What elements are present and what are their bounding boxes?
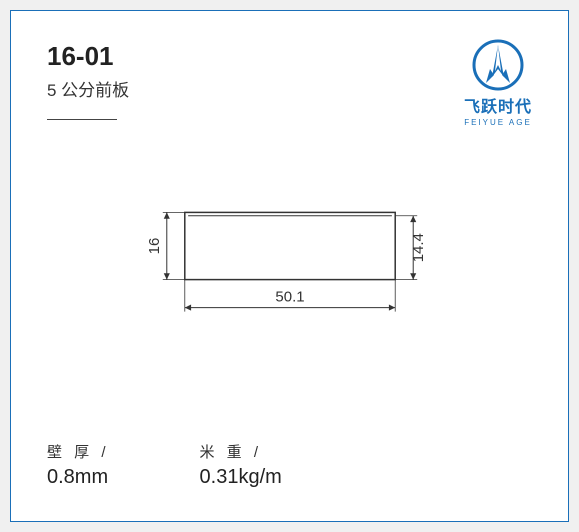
svg-text:50.1: 50.1 xyxy=(275,289,304,306)
title-rule xyxy=(47,119,117,120)
technical-drawing: 16 14.4 50.1 xyxy=(11,166,568,386)
spec-weight: 米 重 / 0.31kg/m xyxy=(200,441,282,489)
svg-text:14.4: 14.4 xyxy=(410,233,427,262)
product-code: 16-01 xyxy=(47,41,532,72)
rocket-icon xyxy=(472,39,524,91)
spec-card: 16-01 5 公分前板 飞跃时代 FEIYUE AGE 1614.450.1 … xyxy=(10,10,569,522)
header: 16-01 5 公分前板 xyxy=(47,41,532,120)
spec-label: 米 重 / xyxy=(200,441,282,462)
spec-label: 壁 厚 / xyxy=(47,441,110,462)
brand-logo: 飞跃时代 FEIYUE AGE xyxy=(464,39,532,127)
spec-value: 0.31kg/m xyxy=(200,466,282,489)
product-name: 5 公分前板 xyxy=(47,76,532,101)
brand-name-cn: 飞跃时代 xyxy=(464,93,532,117)
spec-value: 0.8mm xyxy=(47,466,110,489)
spec-wall-thickness: 壁 厚 / 0.8mm xyxy=(47,441,110,489)
spec-row: 壁 厚 / 0.8mm 米 重 / 0.31kg/m xyxy=(47,441,282,489)
brand-name-en: FEIYUE AGE xyxy=(464,118,532,127)
svg-text:16: 16 xyxy=(145,238,162,255)
